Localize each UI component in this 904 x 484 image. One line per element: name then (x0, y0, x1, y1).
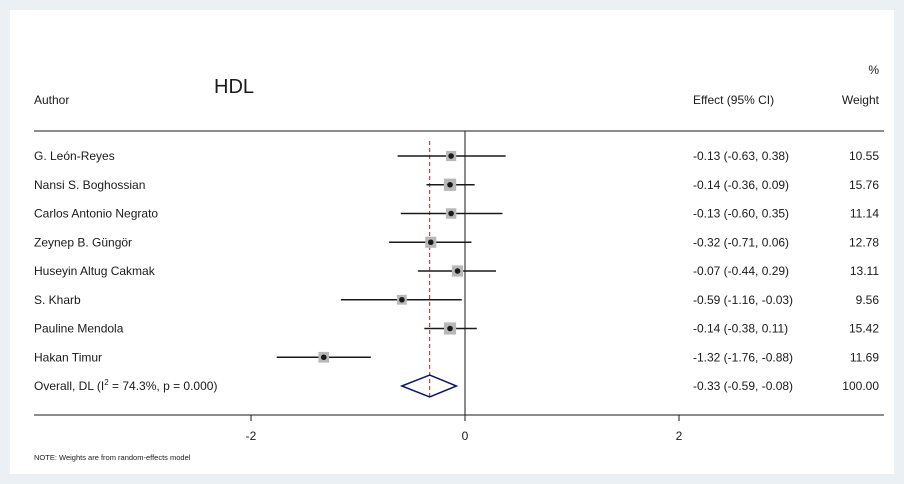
study-author-label: Pauline Mendola (34, 322, 124, 336)
study-point (320, 354, 327, 361)
study-author-label: Zeynep B. Güngör (34, 235, 132, 249)
x-tick-label: -2 (246, 429, 257, 443)
study-ci-text: -0.07 (-0.44, 0.29) (693, 264, 789, 278)
study-ci-text: -0.32 (-0.71, 0.06) (693, 235, 789, 249)
header-effect: Effect (95% CI) (693, 93, 774, 107)
overall-weight-text: 100.00 (842, 379, 879, 393)
overall-ci-text: -0.33 (-0.59, -0.08) (693, 379, 793, 393)
x-tick-label: 0 (462, 429, 469, 443)
chart-title: HDL (214, 76, 254, 98)
study-weight-text: 15.42 (849, 322, 879, 336)
study-point (447, 181, 453, 188)
study-weight-text: 12.78 (849, 235, 879, 249)
study-author-label: Hakan Timur (34, 350, 102, 364)
study-author-label: Huseyin Altug Cakmak (34, 264, 156, 278)
study-author-label: Carlos Antonio Negrato (34, 207, 158, 221)
overall-label-suffix: = 74.3%, p = 0.000) (109, 379, 218, 393)
study-weight-text: 11.69 (850, 350, 879, 364)
study-point (399, 296, 405, 303)
plot-marks: G. León-Reyes -0.13 (-0.63, 0.38) 10.55 Nan… (34, 131, 879, 443)
study-ci-text: -0.13 (-0.60, 0.35) (693, 207, 789, 221)
study-weight-text: 11.14 (850, 207, 879, 221)
study-ci-text: -0.14 (-0.38, 0.11) (693, 322, 788, 336)
study-weight-text: 15.76 (849, 178, 879, 192)
header-weight: Weight (842, 93, 880, 107)
study-point (448, 153, 454, 159)
study-ci-text: -0.13 (-0.63, 0.38) (693, 149, 789, 163)
study-ci-text: -0.59 (-1.16, -0.03) (693, 293, 793, 307)
overall-diamond (399, 374, 459, 398)
study-author-label: Nansi S. Boghossian (34, 178, 145, 192)
header-author: Author (34, 93, 69, 107)
study-author-label: S. Kharb (34, 293, 81, 307)
study-ci-text: -1.32 (-1.76, -0.88) (693, 350, 793, 364)
header-weight-percent: % (868, 63, 879, 77)
study-author-label: G. León-Reyes (34, 149, 115, 163)
study-point (447, 325, 453, 332)
study-ci-text: -0.14 (-0.36, 0.09) (693, 178, 789, 192)
note-text: NOTE: Weights are from random-effects mo… (34, 453, 191, 462)
overall-label-prefix: Overall, DL (I (34, 379, 104, 393)
study-point (448, 210, 454, 217)
overall-label: Overall, DL (I2 = 74.3%, p = 0.000) (34, 378, 217, 393)
study-point (454, 268, 461, 274)
study-point (427, 239, 434, 246)
overall-label-superscript: 2 (104, 378, 109, 387)
study-weight-text: 10.55 (849, 149, 879, 163)
x-tick-label: 2 (676, 429, 683, 443)
study-weight-text: 9.56 (856, 293, 880, 307)
study-weight-text: 13.11 (850, 264, 879, 278)
